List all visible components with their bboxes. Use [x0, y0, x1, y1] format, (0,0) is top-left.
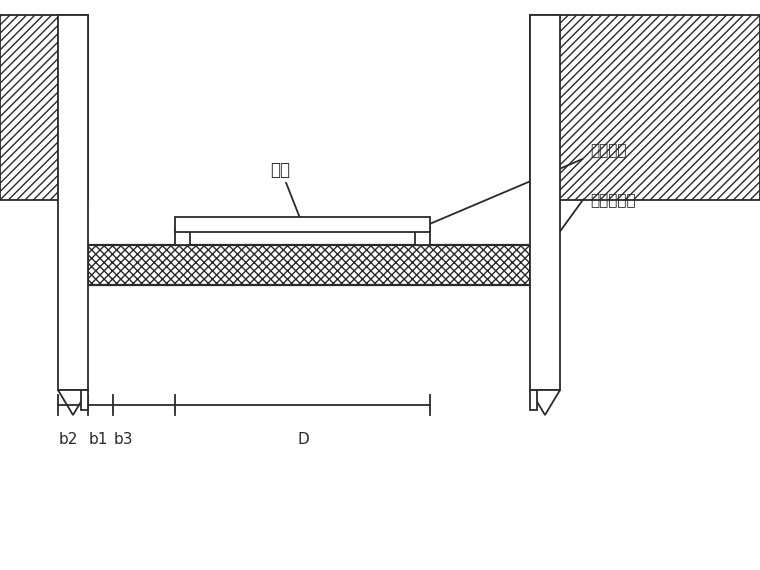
Text: b1: b1: [89, 432, 109, 447]
Bar: [175, 217, 430, 232]
Bar: [81, 390, 88, 410]
Polygon shape: [530, 390, 560, 415]
Bar: [175, 227, 190, 245]
Bar: [415, 227, 430, 245]
Polygon shape: [58, 390, 88, 415]
Bar: [0, 15, 88, 200]
Text: b2: b2: [59, 432, 78, 447]
Bar: [58, 15, 88, 390]
Bar: [530, 15, 760, 200]
Bar: [530, 390, 537, 410]
Text: b3: b3: [114, 432, 134, 447]
Text: 基础: 基础: [270, 161, 290, 179]
Bar: [88, 245, 530, 285]
Bar: [530, 15, 560, 390]
Text: 钉板桩支撑: 钉板桩支撑: [590, 193, 635, 208]
Text: 基础支模: 基础支模: [590, 143, 626, 158]
Text: D: D: [297, 432, 309, 447]
